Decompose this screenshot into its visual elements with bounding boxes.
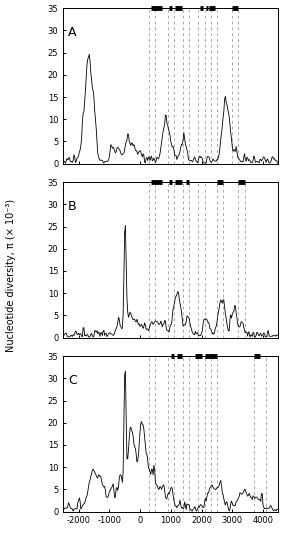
- Text: B: B: [68, 200, 76, 213]
- Text: A: A: [68, 26, 76, 39]
- Text: Nucleotide diversity, π (× 10⁻³): Nucleotide diversity, π (× 10⁻³): [6, 199, 16, 351]
- Text: C: C: [68, 374, 77, 387]
